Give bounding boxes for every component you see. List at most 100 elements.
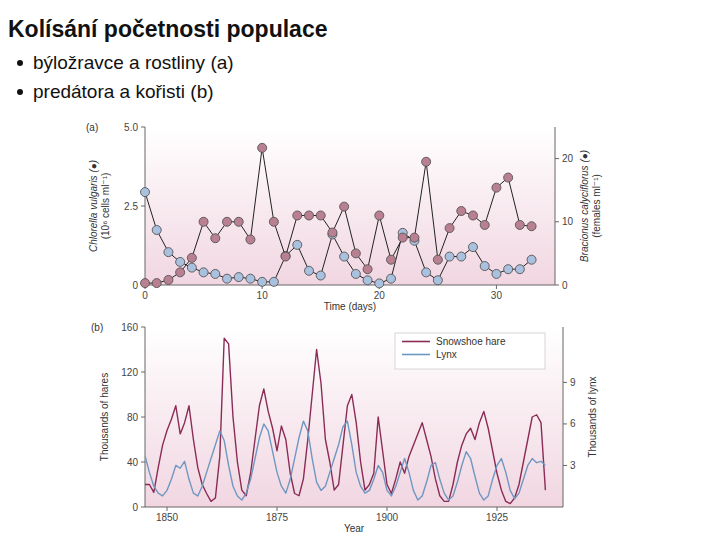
- series-marker: [515, 220, 524, 229]
- series-marker: [316, 211, 325, 220]
- panel-label: (a): [86, 122, 98, 133]
- bullet-text: býložravce a rostliny (a): [33, 52, 234, 73]
- series-marker: [211, 234, 220, 243]
- y-tick: [141, 507, 145, 508]
- series-marker: [258, 143, 267, 152]
- series-marker: [258, 277, 267, 286]
- y2-tick: [555, 221, 559, 222]
- series-marker: [246, 235, 255, 244]
- series-marker: [187, 253, 196, 262]
- series-marker: [480, 262, 489, 271]
- series-line: [145, 421, 545, 500]
- x-tick-label: 20: [374, 290, 386, 301]
- bullet-dot: [17, 60, 23, 66]
- series-marker: [504, 173, 513, 182]
- series-marker: [410, 233, 419, 242]
- series-marker: [281, 251, 290, 260]
- series-marker: [152, 279, 161, 288]
- x-axis-title: Time (days): [324, 301, 376, 312]
- series-marker: [445, 252, 454, 261]
- series-marker: [527, 255, 536, 264]
- y2-axis-line: [555, 127, 556, 285]
- y-tick-label: 5.0: [124, 122, 138, 133]
- series-marker: [269, 277, 278, 286]
- series-marker: [398, 233, 407, 242]
- y2-tick: [563, 465, 567, 466]
- x-tick: [167, 507, 168, 511]
- x-tick: [387, 507, 388, 511]
- series-line: [145, 148, 532, 283]
- series-marker: [211, 269, 220, 278]
- series-marker: [422, 157, 431, 166]
- y2-tick: [555, 285, 559, 286]
- y2-axis-line: [563, 327, 564, 507]
- y-tick: [141, 327, 145, 328]
- series-marker: [293, 240, 302, 249]
- series-marker: [316, 271, 325, 280]
- y-tick-label: 160: [121, 322, 138, 333]
- series-marker: [141, 188, 150, 197]
- series-marker: [457, 252, 466, 261]
- y2-tick: [563, 382, 567, 383]
- series-marker: [363, 276, 372, 285]
- x-axis-title: Year: [344, 523, 365, 534]
- series-marker: [176, 257, 185, 266]
- series-marker: [141, 279, 150, 288]
- series-marker: [387, 255, 396, 264]
- series-marker: [340, 202, 349, 211]
- series-marker: [199, 268, 208, 277]
- x-tick-label: 1875: [266, 512, 289, 523]
- x-tick-label: 1900: [376, 512, 399, 523]
- series-marker: [328, 228, 337, 237]
- y2-tick-label: 20: [562, 153, 574, 164]
- y-axis-title: Thousands of hares: [99, 373, 110, 461]
- y-tick-label: 120: [121, 367, 138, 378]
- series-marker: [492, 269, 501, 278]
- y-tick-label: 80: [127, 412, 139, 423]
- x-axis-line: [145, 507, 563, 508]
- series-marker: [187, 263, 196, 272]
- series-marker: [164, 248, 173, 257]
- y-tick-label: 2.5: [124, 201, 138, 212]
- y2-tick-label: 0: [562, 280, 568, 291]
- y2-axis-title: Thousands of lynx: [587, 376, 598, 457]
- series-marker: [375, 279, 384, 288]
- y-axis-title: (10⁶ cells ml⁻¹): [100, 173, 111, 240]
- y2-tick: [563, 423, 567, 424]
- y2-tick-label: 10: [562, 216, 574, 227]
- series-marker: [164, 275, 173, 284]
- plot-background: [145, 327, 563, 507]
- series-marker: [527, 222, 536, 231]
- series-marker: [445, 224, 454, 233]
- y-tick-label: 0: [132, 502, 138, 513]
- x-tick-label: 0: [142, 290, 148, 301]
- y-axis-title: Chlorella vulgaris (●): [88, 160, 99, 252]
- series-marker: [469, 211, 478, 220]
- x-tick-label: 1850: [156, 512, 179, 523]
- y-tick: [141, 206, 145, 207]
- series-line: [145, 192, 532, 283]
- plot-background: [145, 127, 555, 285]
- y-tick: [141, 417, 145, 418]
- series-marker: [234, 273, 243, 282]
- series-marker: [234, 217, 243, 226]
- series-marker: [351, 249, 360, 258]
- series-marker: [363, 265, 372, 274]
- series-marker: [515, 265, 524, 274]
- x-tick: [497, 507, 498, 511]
- series-marker: [293, 211, 302, 220]
- series-marker: [223, 217, 232, 226]
- series-marker: [492, 183, 501, 192]
- series-marker: [246, 274, 255, 283]
- x-tick-label: 1925: [486, 512, 509, 523]
- y-tick-label: 0: [132, 280, 138, 291]
- series-marker: [422, 268, 431, 277]
- y2-axis-title: (females ml⁻¹): [591, 174, 602, 238]
- legend-swatch: [402, 354, 430, 356]
- legend-label: Snowshoe hare: [436, 336, 506, 347]
- series-marker: [504, 265, 513, 274]
- legend-label: Lynx: [436, 349, 457, 360]
- series-marker: [351, 269, 360, 278]
- y2-axis-title: Bracionus calyciflorus (●): [579, 150, 590, 262]
- plot-marks: [141, 143, 537, 288]
